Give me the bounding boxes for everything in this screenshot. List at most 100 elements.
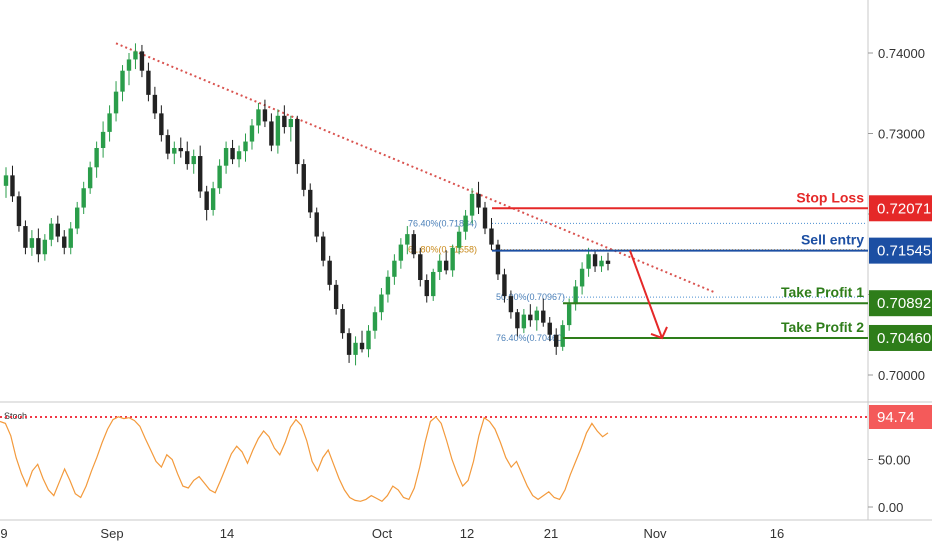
candle-body [10,175,15,197]
candle-body [443,260,449,271]
candle-body [243,141,248,152]
candle-body [463,215,468,232]
candle-body [521,314,527,329]
candle-body [398,244,404,261]
candle-body [431,271,436,297]
candle-body [495,244,501,275]
price-tag-box [869,195,932,222]
candle-body [113,91,119,114]
candle-body [566,304,572,326]
candle-body [554,334,559,347]
candle-body [573,286,578,305]
price-tag-text: 0.70892 [877,295,931,312]
stoch-tick-label: 0.00 [878,500,903,515]
candle-body [217,165,222,189]
candle-body [359,342,365,350]
candle-body [185,151,190,165]
candle-body [23,226,28,248]
axes: 0.740000.730000.720000.710000.7000050.00… [0,46,932,541]
candle-body [16,196,22,227]
candle-body [469,193,475,216]
candle-body [476,193,481,208]
candle-body [411,234,417,255]
candle-body [288,119,294,128]
candle-body [502,274,507,297]
price-tag-box [869,237,932,264]
fib-level-label: 76.40%(0.71884) [408,218,477,228]
stoch-line [0,415,609,503]
candle-body [87,167,93,189]
price-tag-box [869,290,932,317]
candle-body [541,310,546,323]
candle-body [126,59,132,71]
candle-body [107,113,112,132]
time-tick-label: 9 [0,526,7,541]
candle-body [204,191,209,210]
candle-body [159,113,164,136]
trade-level-label: Take Profit 2 [781,319,864,335]
candle-body [346,333,352,355]
price-tick-label: 0.70000 [878,368,925,383]
candle-body [139,51,145,71]
candle-body [586,254,591,269]
candle-body [133,51,138,60]
price-tag-text: 0.72071 [877,200,931,217]
candle-body [197,156,203,192]
candle-body [515,312,520,329]
candle-body [314,212,319,237]
candle-body [592,254,598,267]
candle-body [178,147,183,152]
time-tick-label: 21 [544,526,558,541]
candle-body [599,260,604,267]
candle-body [379,294,384,313]
candle-body [418,254,423,281]
stoch-tag-box [869,404,932,429]
candle-body [489,228,494,245]
candle-body [372,312,378,331]
candle-body [120,70,125,92]
price-tag-box [869,324,932,351]
candle-body [165,135,171,154]
candle-body [405,234,410,245]
candle-body [353,342,358,355]
candle-body [275,115,281,146]
candle-body [456,231,462,248]
fib-level-label: 61.80%(0.71558) [408,245,477,255]
candle-body [450,247,455,271]
projection-arrow [629,250,663,339]
candle-body [385,276,391,295]
fib-level-label: 76.40%(0.70460) [496,333,565,343]
price-tag-text: 0.71545 [877,243,931,260]
candle-body [172,147,177,154]
candle-body [320,236,326,261]
candle-body [94,147,99,168]
candle-body [508,296,514,313]
candle-body [230,147,235,160]
candle-body [282,115,287,128]
price-tick-label: 0.74000 [878,46,925,61]
time-tick-label: Sep [100,526,123,541]
candle-body [308,189,313,213]
candle-body [256,109,261,126]
candle-body [437,260,442,272]
candle-body [262,109,268,122]
candle-body [210,188,216,210]
time-tick-label: Oct [372,526,393,541]
candle-body [75,207,80,229]
candle-body [152,94,158,114]
candle-body [392,260,397,277]
candle-body [424,280,429,297]
time-tick-label: 12 [460,526,474,541]
candle-body [223,147,229,166]
candle-body [579,268,585,287]
candle-body [100,131,106,148]
candle-body [236,151,242,160]
time-tick-label: Nov [643,526,667,541]
candle-body [36,238,41,255]
fib-level-label: 50.00%(0.70967) [496,292,565,302]
candle-body [249,125,255,142]
candle-body [55,223,60,237]
candle-body [62,236,67,248]
descending-trendline [115,42,715,294]
